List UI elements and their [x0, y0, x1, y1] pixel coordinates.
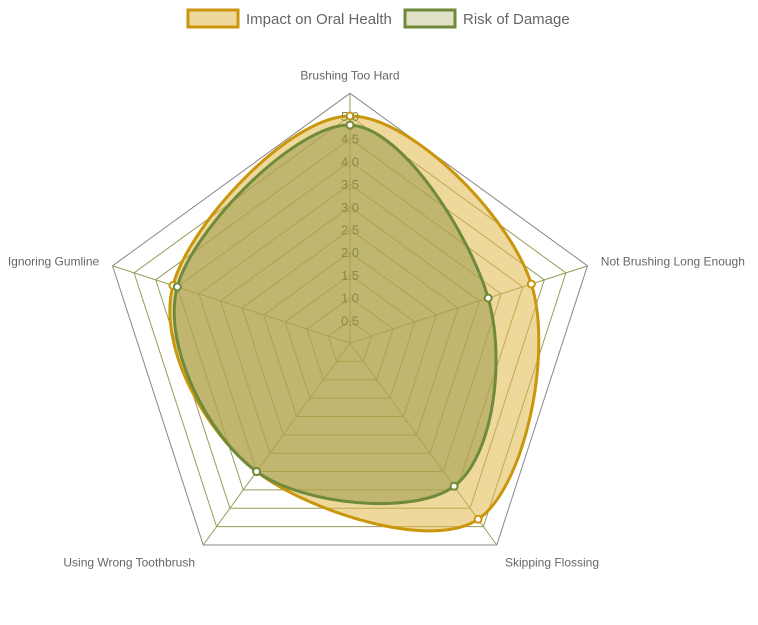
tick-label: 5.0 [341, 109, 359, 124]
radial-tick-labels: 0.5 1.0 1.5 2.0 2.5 3.0 3.5 4.0 4.5 5.0 [341, 109, 359, 328]
tick-label: 1.5 [341, 268, 359, 283]
data-point [345, 120, 355, 130]
legend-label: Risk of Damage [463, 11, 570, 28]
data-point [483, 293, 493, 303]
data-point [345, 111, 355, 121]
legend-label: Impact on Oral Health [246, 11, 392, 28]
tick-label: 1.0 [341, 291, 359, 306]
legend-swatch [403, 8, 457, 29]
axis-label: Skipping Flossing [505, 555, 599, 569]
axis-label: Using Wrong Toothbrush [63, 555, 195, 569]
tick-label: 0.5 [341, 313, 359, 328]
data-point [172, 282, 182, 292]
tick-label: 3.5 [341, 177, 359, 192]
tick-label: 2.0 [341, 245, 359, 260]
tick-label: 3.0 [341, 200, 359, 215]
data-point [449, 481, 459, 491]
legend-swatch [186, 8, 240, 29]
tick-label: 2.5 [341, 223, 359, 238]
data-point [473, 514, 483, 524]
series-area-1 [172, 123, 498, 506]
axis-labels: Brushing Too Hard Not Brushing Long Enoug… [8, 68, 745, 569]
tick-label: 4.5 [341, 132, 359, 147]
axis-label: Ignoring Gumline [8, 255, 100, 269]
data-point [526, 279, 536, 289]
axis-label: Not Brushing Long Enough [601, 255, 745, 269]
data-point [252, 467, 262, 477]
grid-ring [111, 92, 589, 546]
chart-legend: Impact on Oral Health Risk of Damage [186, 8, 570, 29]
radar-series [168, 111, 541, 533]
axis-label: Brushing Too Hard [300, 68, 399, 82]
grid-ring [133, 115, 567, 528]
tick-label: 4.0 [341, 154, 359, 169]
